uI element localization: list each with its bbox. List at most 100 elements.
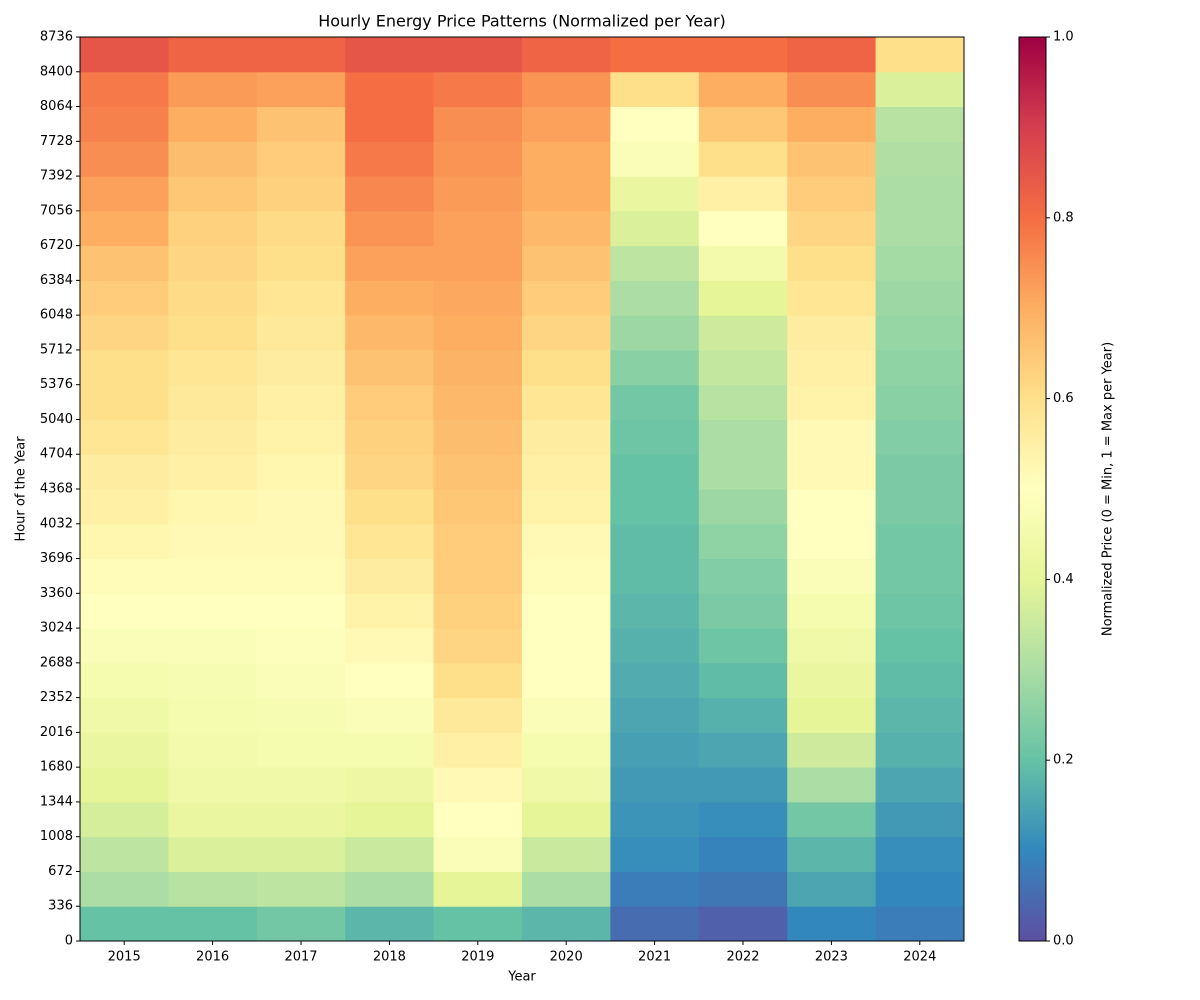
- heat-cell: [433, 71, 523, 108]
- heat-cell: [522, 141, 611, 177]
- heat-cell: [698, 454, 788, 490]
- x-tick-label: 2016: [196, 950, 229, 965]
- heat-cell: [168, 836, 258, 872]
- colorbar-label: Normalized Price (0 = Min, 1 = Max per Y…: [1101, 342, 1116, 636]
- heat-cell: [875, 210, 965, 247]
- heat-cell: [875, 176, 965, 212]
- heat-cell: [610, 836, 700, 872]
- y-tick-label: 5376: [40, 377, 73, 392]
- heat-cell: [698, 106, 788, 142]
- heat-cell: [256, 871, 346, 907]
- heat-cell: [787, 106, 877, 142]
- y-tick-label: 1680: [40, 760, 73, 775]
- heat-cell: [345, 558, 435, 594]
- heat-cell: [345, 384, 435, 420]
- y-tick-label: 4704: [40, 447, 73, 462]
- heat-cell: [345, 906, 435, 942]
- heat-cell: [787, 523, 877, 560]
- heat-cell: [522, 697, 611, 733]
- heat-cell: [698, 349, 788, 386]
- heat-cell: [610, 732, 700, 768]
- heat-cell: [610, 489, 700, 525]
- heat-cell: [345, 489, 435, 525]
- heat-cell: [80, 384, 169, 420]
- heat-cell: [168, 523, 258, 560]
- heat-cell: [168, 315, 258, 351]
- heat-cell: [168, 176, 258, 212]
- y-tick-label: 5040: [40, 412, 73, 427]
- heat-cell: [345, 419, 435, 455]
- colorbar-tick-label: 0.4: [1053, 572, 1074, 587]
- heat-cell: [522, 106, 611, 142]
- heat-cell: [80, 454, 169, 490]
- heat-cell: [875, 662, 965, 699]
- heat-cell: [522, 37, 611, 73]
- heat-cell: [256, 558, 346, 594]
- heat-cell: [168, 210, 258, 247]
- heat-cell: [610, 697, 700, 733]
- heat-cell: [522, 836, 611, 872]
- heat-cell: [345, 523, 435, 560]
- heat-cell: [433, 558, 523, 594]
- heat-cell: [610, 628, 700, 664]
- heat-cell: [875, 245, 965, 281]
- heat-cell: [256, 280, 346, 316]
- heat-cell: [433, 210, 523, 247]
- heat-cell: [433, 906, 523, 942]
- heat-cell: [433, 106, 523, 142]
- heat-cell: [875, 489, 965, 525]
- y-tick-label: 2016: [40, 725, 73, 740]
- heat-cell: [256, 349, 346, 386]
- heat-cell: [522, 871, 611, 907]
- colorbar: [1018, 36, 1047, 942]
- heat-cell: [698, 245, 788, 281]
- heat-cell: [345, 315, 435, 351]
- y-tick-label: 672: [48, 864, 73, 879]
- heat-cell: [80, 349, 169, 386]
- heat-cell: [80, 836, 169, 872]
- heat-cell: [875, 315, 965, 351]
- heat-cell: [168, 419, 258, 455]
- y-tick-label: 4368: [40, 482, 73, 497]
- heat-cell: [256, 245, 346, 281]
- heat-cell: [698, 489, 788, 525]
- heat-cell: [875, 593, 965, 629]
- heat-cell: [787, 245, 877, 281]
- heat-cell: [787, 349, 877, 386]
- y-tick-label: 3696: [40, 551, 73, 566]
- x-axis-label: Year: [507, 970, 536, 985]
- heat-cell: [168, 37, 258, 73]
- heat-cell: [610, 384, 700, 420]
- heat-cell: [522, 176, 611, 212]
- heat-cell: [433, 801, 523, 838]
- heat-cell: [698, 732, 788, 768]
- heat-cell: [80, 593, 169, 629]
- y-tick-label: 1008: [40, 829, 73, 844]
- heat-cell: [345, 628, 435, 664]
- heat-cell: [345, 454, 435, 490]
- heat-cell: [345, 176, 435, 212]
- heat-cell: [522, 489, 611, 525]
- y-tick-label: 8400: [40, 64, 73, 79]
- colorbar-tick-label: 1.0: [1053, 30, 1074, 45]
- heat-cell: [522, 280, 611, 316]
- heat-cell: [345, 662, 435, 699]
- heat-cell: [522, 593, 611, 629]
- colorbar-tick-label: 0.2: [1053, 753, 1074, 768]
- heat-cell: [610, 871, 700, 907]
- heat-cell: [787, 871, 877, 907]
- colorbar-tick-label: 0.8: [1053, 210, 1074, 225]
- heat-cell: [610, 419, 700, 455]
- heat-cell: [875, 732, 965, 768]
- heat-cell: [787, 280, 877, 316]
- heat-cell: [875, 37, 965, 73]
- y-axis-label: Hour of the Year: [14, 436, 29, 542]
- x-tick-label: 2020: [550, 950, 583, 965]
- heat-cell: [256, 384, 346, 420]
- heat-cell: [522, 801, 611, 838]
- y-tick-label: 2688: [40, 655, 73, 670]
- heat-cell: [522, 454, 611, 490]
- heat-cell: [256, 210, 346, 247]
- heat-cell: [610, 454, 700, 490]
